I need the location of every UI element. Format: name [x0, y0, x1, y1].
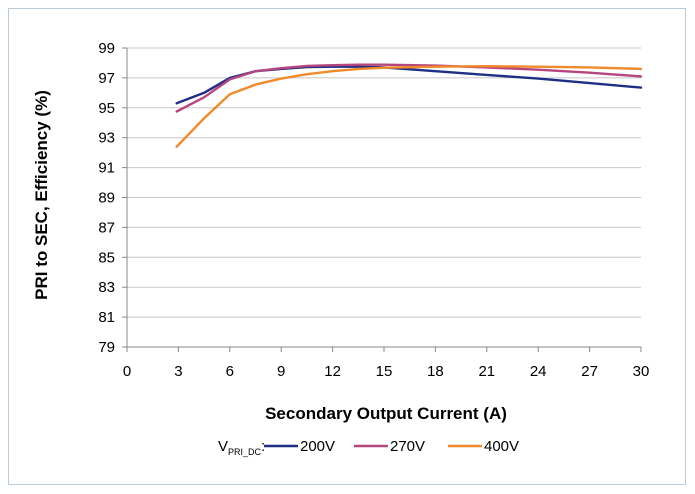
- series-line-270V: [175, 63, 643, 113]
- y-tick-label: 89: [98, 190, 115, 207]
- y-tick-labels: 79 81 83 85 87 89 91 93 95 97 99: [98, 40, 115, 356]
- y-tick-label: 91: [98, 160, 115, 177]
- x-tick-labels: 0 3 6 9 12 15 18 21 24 27 30: [123, 363, 650, 380]
- y-tick-label: 83: [98, 279, 115, 296]
- legend-items: 200V 270V 400V: [264, 438, 519, 455]
- x-axis-title: Secondary Output Current (A): [265, 404, 507, 423]
- x-tick-label: 30: [633, 363, 650, 380]
- legend-item-200V: 200V: [264, 438, 335, 455]
- y-tick-label: 87: [98, 219, 115, 236]
- y-tick-label: 79: [98, 339, 115, 356]
- x-tick-label: 27: [581, 363, 598, 380]
- legend-item-400V: 400V: [448, 438, 519, 455]
- x-tick-label: 3: [174, 363, 182, 380]
- y-tick-label: 99: [98, 40, 115, 57]
- x-tick-label: 9: [277, 363, 285, 380]
- y-tick-label: 85: [98, 249, 115, 266]
- y-tick-label: 95: [98, 100, 115, 117]
- y-tick-label: 93: [98, 130, 115, 147]
- x-tick-label: 18: [427, 363, 444, 380]
- legend-prefix-sub: PRI_DC: [228, 447, 262, 457]
- legend-prefix: VPRI_DC:: [218, 438, 265, 457]
- x-tick-label: 12: [324, 363, 341, 380]
- series-line-400V: [175, 65, 643, 148]
- gridlines: [127, 47, 641, 348]
- legend-label: 400V: [484, 438, 519, 455]
- y-axis-title: PRI to SEC, Efficiency (%): [32, 90, 51, 300]
- x-tick-label: 24: [530, 363, 547, 380]
- legend-label: 270V: [390, 438, 425, 455]
- legend-label: 200V: [300, 438, 335, 455]
- y-tick-label: 97: [98, 70, 115, 87]
- legend: VPRI_DC: 200V 270V 400V: [218, 438, 519, 457]
- legend-prefix-suffix: :: [261, 438, 265, 455]
- efficiency-chart: 79 81 83 85 87 89 91 93 95 97 99 0 3 6 9 12 15 18 21 24 27 3…: [32, 40, 650, 457]
- legend-prefix-main: V: [218, 438, 228, 455]
- axes: [122, 47, 642, 352]
- series-lines: [175, 63, 643, 148]
- x-tick-label: 15: [376, 363, 393, 380]
- y-tick-label: 81: [98, 309, 115, 326]
- legend-item-270V: 270V: [354, 438, 425, 455]
- x-tick-label: 6: [226, 363, 234, 380]
- chart-frame: 79 81 83 85 87 89 91 93 95 97 99 0 3 6 9 12 15 18 21 24 27 3…: [8, 8, 686, 485]
- x-tick-label: 0: [123, 363, 131, 380]
- x-tick-label: 21: [478, 363, 495, 380]
